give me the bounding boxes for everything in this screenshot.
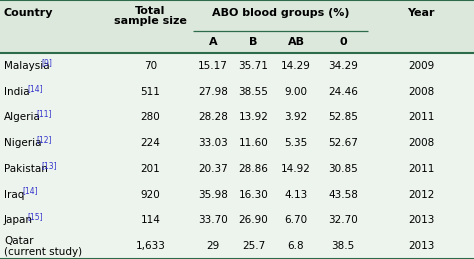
Text: [12]: [12] — [36, 135, 52, 144]
Text: 224: 224 — [141, 138, 160, 148]
Text: 2008: 2008 — [408, 87, 434, 97]
Text: Year: Year — [407, 9, 435, 18]
Text: 24.46: 24.46 — [328, 87, 358, 97]
Text: 20.37: 20.37 — [198, 164, 228, 174]
Text: 9.00: 9.00 — [284, 87, 308, 97]
Text: Malaysia: Malaysia — [4, 61, 50, 71]
Text: Iraq: Iraq — [4, 190, 24, 200]
Text: 201: 201 — [141, 164, 160, 174]
Text: 6.70: 6.70 — [284, 215, 308, 225]
Text: Country: Country — [4, 9, 54, 18]
Text: 2009: 2009 — [408, 61, 434, 71]
Text: sample size: sample size — [114, 16, 187, 25]
Text: 2008: 2008 — [408, 138, 434, 148]
Text: 33.70: 33.70 — [198, 215, 228, 225]
Text: 33.03: 33.03 — [198, 138, 228, 148]
Text: 14.92: 14.92 — [281, 164, 311, 174]
Text: 1,633: 1,633 — [136, 241, 165, 251]
Text: 43.58: 43.58 — [328, 190, 358, 200]
Text: ABO blood groups (%): ABO blood groups (%) — [212, 9, 349, 18]
Text: 2013: 2013 — [408, 215, 434, 225]
Text: 13.92: 13.92 — [238, 112, 268, 122]
Text: 29: 29 — [206, 241, 219, 251]
Text: 30.85: 30.85 — [328, 164, 358, 174]
Text: [14]: [14] — [27, 84, 43, 93]
Text: Japan: Japan — [4, 215, 33, 225]
Text: [13]: [13] — [41, 161, 57, 170]
Text: 4.13: 4.13 — [284, 190, 308, 200]
Text: B: B — [249, 37, 258, 47]
Text: 3.92: 3.92 — [284, 112, 308, 122]
Text: 2013: 2013 — [408, 241, 434, 251]
Text: AB: AB — [288, 37, 304, 47]
Text: 14.29: 14.29 — [281, 61, 311, 71]
Text: 5.35: 5.35 — [284, 138, 308, 148]
Text: Pakistan: Pakistan — [4, 164, 48, 174]
Text: 11.60: 11.60 — [238, 138, 268, 148]
Text: 27.98: 27.98 — [198, 87, 228, 97]
Text: 26.90: 26.90 — [238, 215, 268, 225]
Text: 2011: 2011 — [408, 164, 434, 174]
Text: [9]: [9] — [41, 58, 52, 67]
Text: [15]: [15] — [27, 212, 43, 221]
Text: 6.8: 6.8 — [288, 241, 304, 251]
Text: 52.67: 52.67 — [328, 138, 358, 148]
Text: A: A — [209, 37, 217, 47]
Text: (current study): (current study) — [4, 247, 82, 257]
Text: 32.70: 32.70 — [328, 215, 358, 225]
Bar — [0, 31, 474, 53]
Text: 2011: 2011 — [408, 112, 434, 122]
Text: 52.85: 52.85 — [328, 112, 358, 122]
Text: 920: 920 — [141, 190, 160, 200]
Text: [11]: [11] — [36, 109, 52, 118]
Text: Algeria: Algeria — [4, 112, 41, 122]
Text: 280: 280 — [141, 112, 160, 122]
Text: 2012: 2012 — [408, 190, 434, 200]
Text: Nigeria: Nigeria — [4, 138, 42, 148]
Text: 38.55: 38.55 — [238, 87, 268, 97]
Text: 25.7: 25.7 — [242, 241, 265, 251]
Text: Qatar: Qatar — [4, 236, 34, 246]
Text: 511: 511 — [141, 87, 160, 97]
Text: 114: 114 — [141, 215, 160, 225]
Text: 0: 0 — [339, 37, 347, 47]
Text: 35.98: 35.98 — [198, 190, 228, 200]
Text: 35.71: 35.71 — [238, 61, 268, 71]
Text: [14]: [14] — [23, 187, 38, 196]
Text: 34.29: 34.29 — [328, 61, 358, 71]
Text: 16.30: 16.30 — [238, 190, 268, 200]
Text: 15.17: 15.17 — [198, 61, 228, 71]
Text: 28.28: 28.28 — [198, 112, 228, 122]
Text: 38.5: 38.5 — [331, 241, 355, 251]
Text: 28.86: 28.86 — [238, 164, 268, 174]
Bar — [0, 0, 474, 31]
Text: Total: Total — [135, 6, 166, 17]
Text: India: India — [4, 87, 29, 97]
Text: 70: 70 — [144, 61, 157, 71]
